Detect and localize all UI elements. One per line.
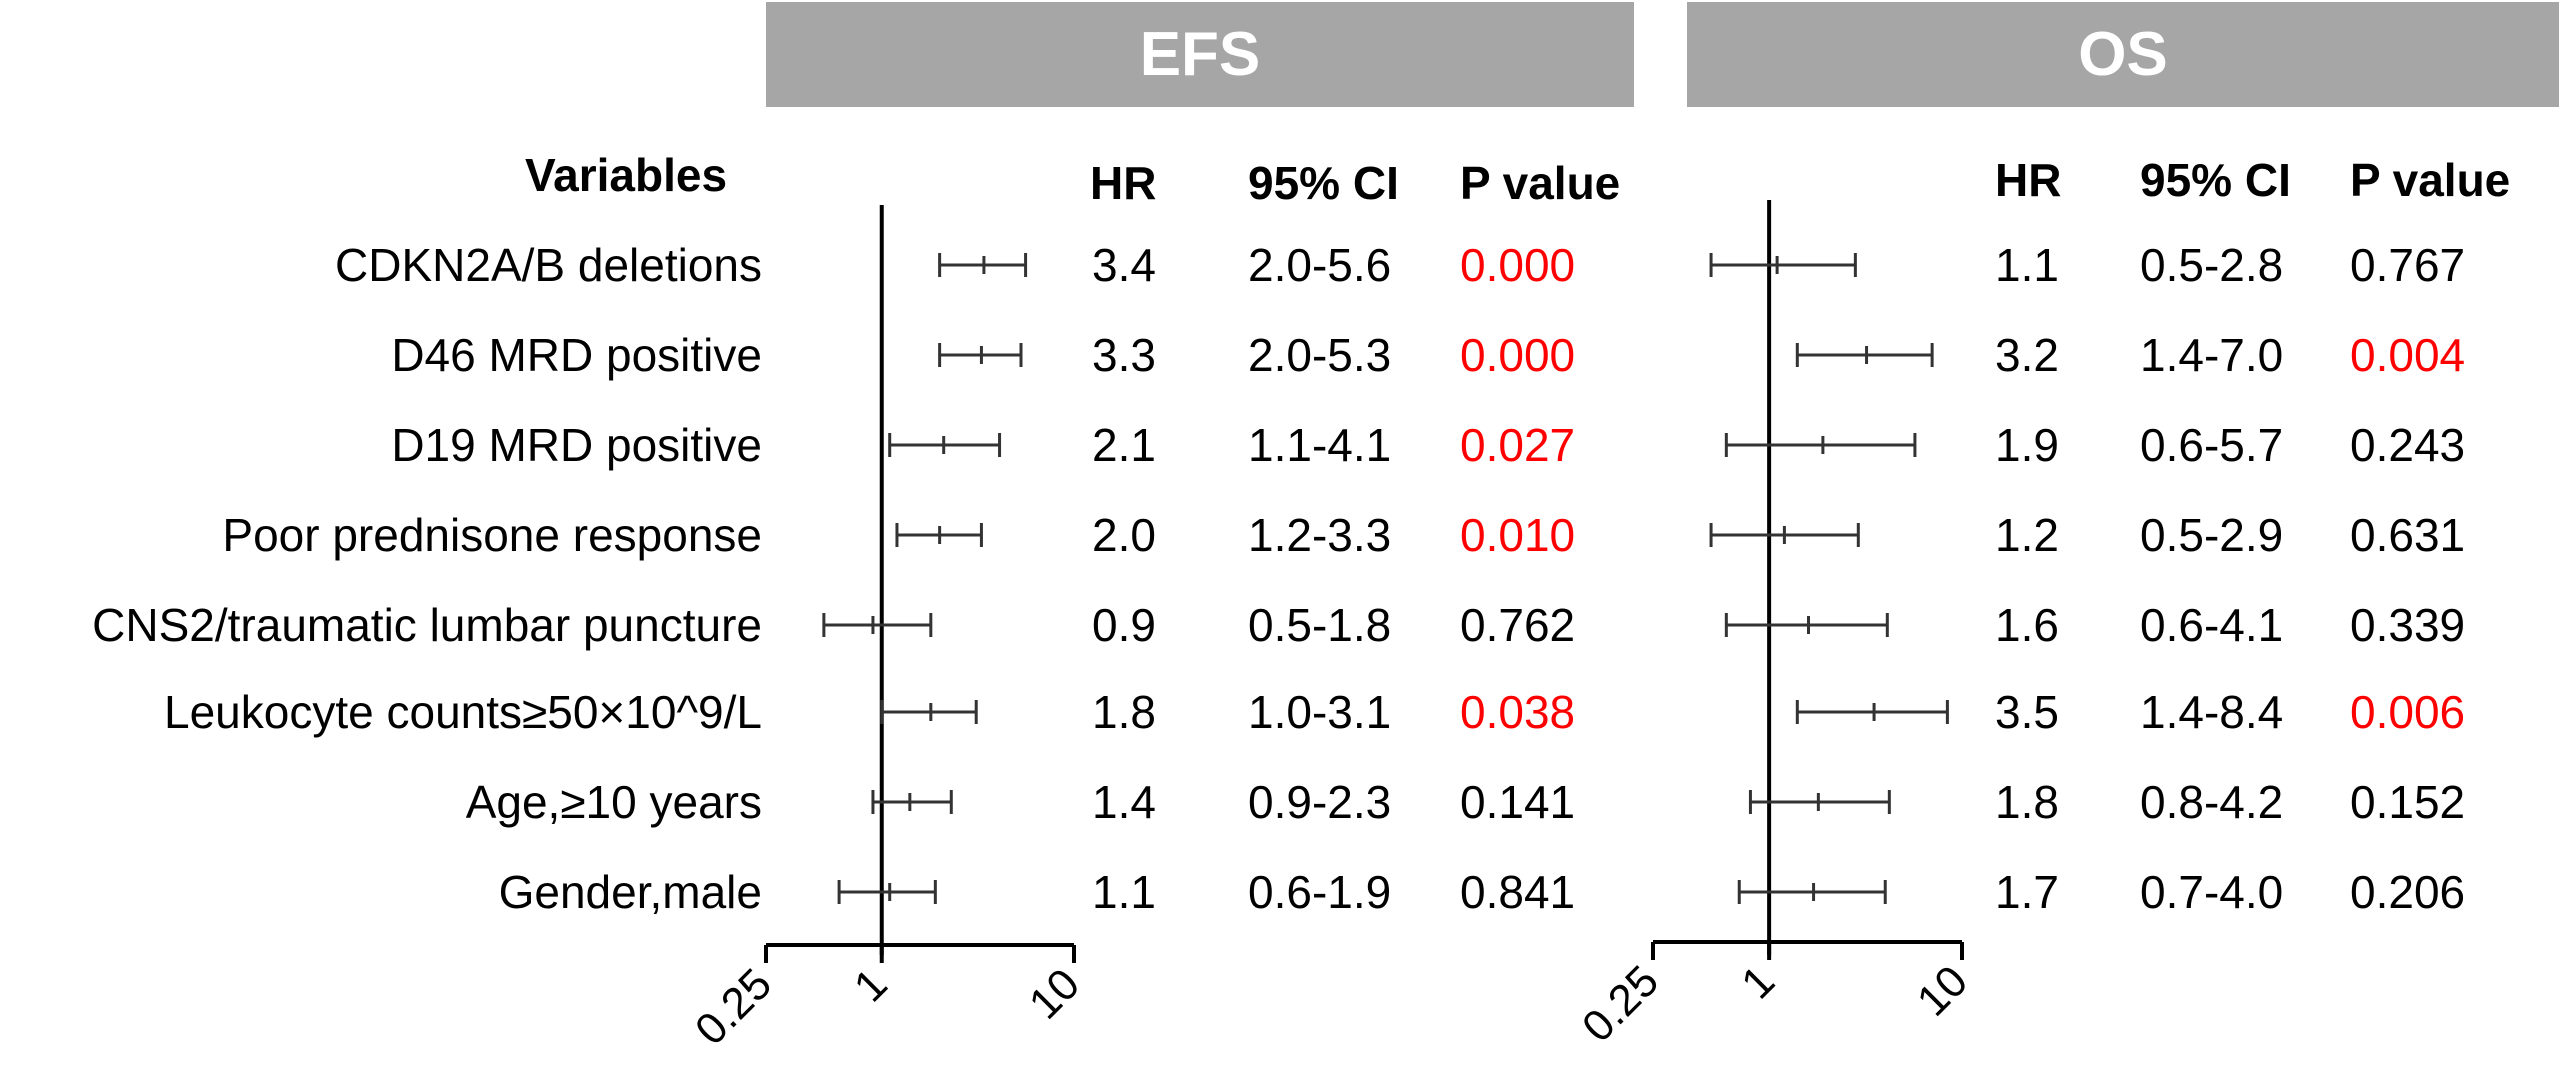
variable-label: Age,≥10 years [465,776,762,828]
variable-label: D46 MRD positive [391,329,762,381]
efs-hr-value: 1.8 [1092,686,1156,738]
os-hr-value: 1.7 [1995,866,2059,918]
variable-label: CDKN2A/B deletions [335,239,762,291]
efs-ci-column-header: 95% CI [1248,157,1399,209]
efs-ci-value: 0.6-1.9 [1248,866,1392,918]
os-tick-label: 1 [1732,956,1784,1008]
variable-label: CNS2/traumatic lumbar puncture [92,599,762,651]
os-ci-value: 1.4-8.4 [2140,686,2284,738]
os-tick-label: 10 [1908,956,1977,1025]
os-ci-value: 0.7-4.0 [2140,866,2284,918]
efs-panel-header: EFS [766,2,1634,107]
os-hr-value: 3.5 [1995,686,2059,738]
efs-ci-value: 2.0-5.6 [1248,239,1392,291]
os-hr-column-header: HR [1995,154,2062,206]
os-p-value: 0.152 [2350,776,2466,828]
os-hr-value: 3.2 [1995,329,2059,381]
os-ci-value: 0.6-4.1 [2140,599,2284,651]
efs-tick-label: 10 [1020,959,1089,1028]
efs-hr-value: 2.1 [1092,419,1156,471]
os-p-value: 0.767 [2350,239,2466,291]
efs-p-value: 0.027 [1460,419,1576,471]
efs-ci-value: 0.9-2.3 [1248,776,1392,828]
os-p-value: 0.631 [2350,509,2466,561]
efs-ci-value: 1.1-4.1 [1248,419,1392,471]
efs-p-value: 0.010 [1460,509,1576,561]
os-hr-value: 1.9 [1995,419,2059,471]
variable-label: D19 MRD positive [391,419,762,471]
efs-p-value: 0.841 [1460,866,1576,918]
efs-hr-value: 1.1 [1092,866,1156,918]
os-p-value: 0.339 [2350,599,2466,651]
efs-hr-value: 2.0 [1092,509,1156,561]
os-p-value: 0.243 [2350,419,2466,471]
efs-p-value: 0.038 [1460,686,1576,738]
efs-ci-value: 2.0-5.3 [1248,329,1392,381]
efs-p-column-header: P value [1460,157,1621,209]
efs-ci-value: 0.5-1.8 [1248,599,1392,651]
os-hr-value: 1.2 [1995,509,2059,561]
efs-p-value: 0.141 [1460,776,1576,828]
efs-ci-value: 1.2-3.3 [1248,509,1392,561]
os-ci-value: 1.4-7.0 [2140,329,2284,381]
variable-label: Poor prednisone response [222,509,762,561]
os-ci-column-header: 95% CI [2140,154,2291,206]
os-tick-label: 0.25 [1573,956,1668,1051]
os-ci-value: 0.5-2.8 [2140,239,2284,291]
os-panel-header: OS [1687,2,2559,107]
efs-hr-column-header: HR [1090,157,1157,209]
os-hr-value: 1.1 [1995,239,2059,291]
os-ci-value: 0.8-4.2 [2140,776,2284,828]
variables-column-header: Variables [525,149,728,201]
os-hr-value: 1.6 [1995,599,2059,651]
efs-hr-value: 3.3 [1092,329,1156,381]
efs-hr-value: 3.4 [1092,239,1156,291]
variable-label: Gender,male [498,866,762,918]
os-p-value: 0.004 [2350,329,2466,381]
os-p-column-header: P value [2350,154,2511,206]
efs-hr-value: 1.4 [1092,776,1156,828]
os-p-value: 0.206 [2350,866,2466,918]
efs-p-value: 0.000 [1460,239,1576,291]
efs-tick-label: 1 [845,959,897,1011]
os-ci-value: 0.6-5.7 [2140,419,2284,471]
efs-ci-value: 1.0-3.1 [1248,686,1392,738]
efs-p-value: 0.000 [1460,329,1576,381]
efs-hr-value: 0.9 [1092,599,1156,651]
efs-tick-label: 0.25 [686,959,781,1054]
efs-p-value: 0.762 [1460,599,1576,651]
os-p-value: 0.006 [2350,686,2466,738]
os-hr-value: 1.8 [1995,776,2059,828]
variable-label: Leukocyte counts≥50×10^9/L [164,686,762,738]
os-ci-value: 0.5-2.9 [2140,509,2284,561]
